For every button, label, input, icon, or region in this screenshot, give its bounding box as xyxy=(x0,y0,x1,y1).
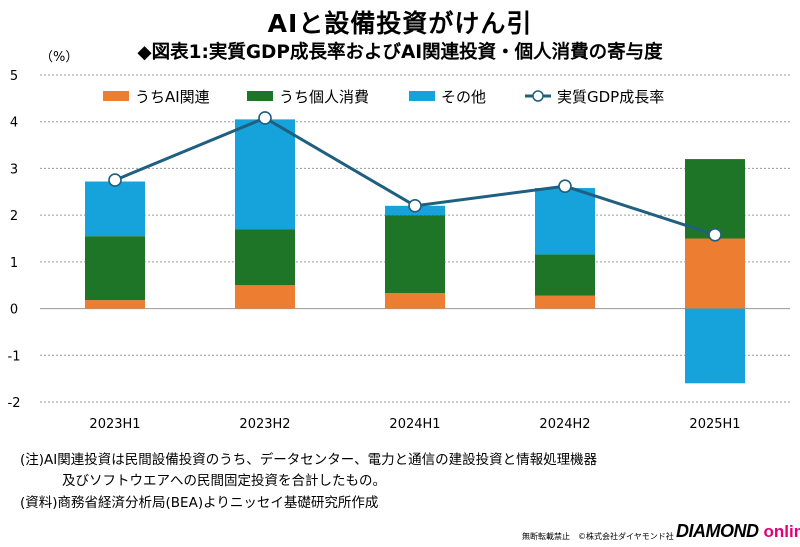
headline: AIと設備投資がけん引 xyxy=(267,9,533,38)
source-note: (資料)商務省経済分析局(BEA)よりニッセイ基礎研究所作成 xyxy=(20,495,379,511)
gdp-point xyxy=(108,173,122,187)
gridlines xyxy=(40,74,790,403)
logo-text-online: online xyxy=(763,522,800,541)
x-tick-label: 2023H2 xyxy=(239,417,290,432)
y-tick-label: 3 xyxy=(10,162,18,177)
bar-segment xyxy=(535,254,595,296)
x-tick-label: 2025H1 xyxy=(689,417,740,432)
gdp-point xyxy=(708,227,722,242)
y-axis-tick-labels: 5 4 3 2 1 0 -1 -2 xyxy=(8,69,21,411)
legend: うちAI関連 うち個人消費 その他 実質GDP成長率 xyxy=(103,88,664,106)
logo-text-diamond: DIAMOND xyxy=(676,521,759,541)
y-tick-label: -1 xyxy=(8,349,21,364)
bars xyxy=(85,119,745,384)
bar-segment xyxy=(85,236,145,301)
y-tick-label: 0 xyxy=(10,303,18,318)
bar-segment xyxy=(535,188,595,255)
gdp-point xyxy=(408,199,422,213)
bar-segment xyxy=(235,119,295,230)
bar-segment xyxy=(235,285,295,309)
y-axis-unit: （%） xyxy=(40,50,79,65)
x-tick-label: 2023H1 xyxy=(89,417,140,432)
legend-label: その他 xyxy=(441,88,486,106)
chart-title: ◆図表1:実質GDP成長率およびAI関連投資・個人消費の寄与度 xyxy=(137,42,663,63)
copyright-credit: 無断転載禁止 ©株式会社ダイヤモンド社 xyxy=(522,532,674,541)
legend-swatch xyxy=(247,91,273,101)
note-line-2: 及びソフトウエアへの民間固定投資を合計したもの。 xyxy=(62,473,386,489)
x-tick-label: 2024H1 xyxy=(389,417,440,432)
bar-segment xyxy=(85,181,145,237)
note-line-1: (注)AI関連投資は民間設備投資のうち、データセンター、電力と通信の建設投資と情… xyxy=(20,452,598,468)
legend-swatch xyxy=(409,91,435,101)
bar-segment xyxy=(385,293,445,309)
x-tick-label: 2024H2 xyxy=(539,417,590,432)
bar-segment xyxy=(685,238,745,309)
y-tick-label: 4 xyxy=(10,116,18,131)
diamond-online-logo: DIAMOND online xyxy=(676,521,800,542)
y-tick-label: -2 xyxy=(8,396,21,411)
y-tick-label: 5 xyxy=(10,69,18,84)
chart: 5 4 3 2 1 0 -1 -2 2023H1 2023H2 2024H1 2024H2 2025H… xyxy=(8,69,790,432)
bar-segment xyxy=(685,308,745,384)
legend-label: うちAI関連 xyxy=(135,88,210,106)
bar-segment xyxy=(85,300,145,309)
gdp-line xyxy=(108,111,722,242)
bar-segment xyxy=(685,159,745,239)
x-axis-tick-labels: 2023H1 2023H2 2024H1 2024H2 2025H1 xyxy=(89,417,740,432)
gdp-point xyxy=(258,111,272,125)
y-tick-label: 1 xyxy=(10,256,18,271)
legend-label: 実質GDP成長率 xyxy=(557,88,664,106)
legend-label: うち個人消費 xyxy=(279,88,369,106)
gdp-point xyxy=(558,179,572,193)
legend-swatch xyxy=(103,91,129,101)
bar-segment xyxy=(535,295,595,309)
legend-line-marker xyxy=(532,90,544,102)
bar-segment xyxy=(235,229,295,286)
bar-segment xyxy=(385,215,445,294)
y-tick-label: 2 xyxy=(10,209,18,224)
